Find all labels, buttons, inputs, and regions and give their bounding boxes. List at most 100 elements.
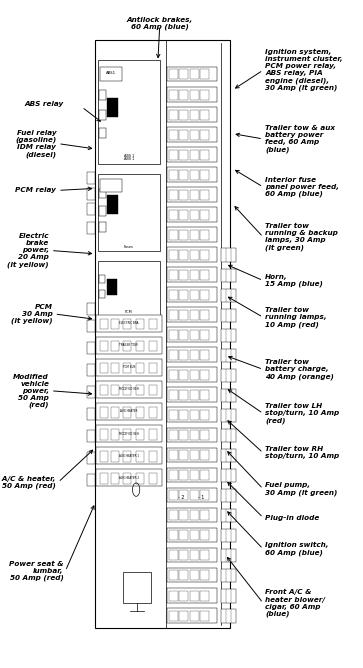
Bar (190, 390, 199, 400)
Bar (169, 69, 178, 79)
Text: ABS 1: ABS 1 (124, 154, 134, 158)
Bar (111, 363, 119, 373)
Bar (87, 364, 95, 376)
Text: Horn,
15 Amp (blue): Horn, 15 Amp (blue) (265, 274, 323, 287)
Bar (221, 289, 236, 302)
Bar (179, 290, 188, 300)
Bar (221, 449, 236, 462)
Bar (190, 591, 199, 601)
Bar (123, 572, 151, 603)
Bar (200, 130, 209, 140)
Bar (200, 390, 209, 400)
Bar (179, 90, 188, 100)
Bar (87, 386, 95, 398)
Bar (136, 451, 144, 462)
Bar (190, 430, 199, 440)
Bar (99, 275, 105, 283)
Bar (87, 430, 95, 442)
Bar (167, 528, 217, 542)
Text: Power seat &
lumbar,
50 Amp (red): Power seat & lumbar, 50 Amp (red) (9, 561, 64, 581)
Bar (167, 608, 217, 623)
Bar (167, 307, 217, 322)
Bar (190, 450, 199, 460)
Bar (190, 350, 199, 360)
Bar (200, 270, 209, 280)
Bar (200, 290, 209, 300)
Bar (100, 179, 122, 192)
Bar (169, 530, 178, 540)
Bar (167, 227, 217, 242)
Text: Ignition switch,
60 Amp (blue): Ignition switch, 60 Amp (blue) (265, 542, 329, 556)
Bar (179, 330, 188, 340)
Bar (98, 60, 160, 164)
Bar (190, 270, 199, 280)
Bar (100, 341, 108, 351)
Bar (169, 510, 178, 520)
Bar (169, 190, 178, 200)
Bar (123, 319, 131, 329)
Bar (221, 389, 236, 402)
Bar (169, 230, 178, 240)
Bar (190, 90, 199, 100)
Bar (111, 319, 119, 329)
Bar (200, 250, 209, 260)
Bar (179, 570, 188, 580)
Bar (179, 510, 188, 520)
Bar (221, 248, 236, 262)
Bar (167, 407, 217, 422)
Bar (200, 570, 209, 580)
Bar (190, 470, 199, 480)
Bar (200, 310, 209, 320)
Text: AUX HEATER 1: AUX HEATER 1 (119, 454, 139, 458)
Bar (87, 408, 95, 420)
Bar (169, 450, 178, 460)
Bar (200, 550, 209, 560)
Bar (169, 350, 178, 360)
Bar (200, 330, 209, 340)
Bar (167, 367, 217, 382)
Bar (179, 310, 188, 320)
Text: PCM BUS: PCM BUS (123, 365, 135, 369)
Text: ELECTRIC BRA: ELECTRIC BRA (119, 321, 139, 325)
Bar (149, 451, 157, 462)
Bar (99, 222, 106, 232)
Bar (136, 407, 144, 418)
Bar (221, 349, 236, 362)
Text: MODIFIED VEH: MODIFIED VEH (119, 432, 139, 436)
Bar (136, 429, 144, 440)
Text: Trailer tow
running & backup
lamps, 30 Amp
(lt green): Trailer tow running & backup lamps, 30 A… (265, 223, 338, 251)
Bar (167, 508, 217, 522)
Text: Fuses: Fuses (124, 245, 134, 248)
Bar (169, 430, 178, 440)
Bar (169, 611, 178, 621)
Bar (179, 150, 188, 160)
Text: - 1: - 1 (198, 495, 205, 500)
Bar (136, 473, 144, 484)
Bar (200, 150, 209, 160)
Bar (136, 319, 144, 329)
Bar (111, 385, 119, 395)
Bar (221, 509, 236, 522)
Bar (167, 127, 217, 142)
Bar (179, 350, 188, 360)
Bar (179, 410, 188, 420)
Bar (167, 147, 217, 162)
Bar (179, 550, 188, 560)
Bar (179, 210, 188, 220)
Bar (190, 110, 199, 120)
Bar (200, 170, 209, 180)
Text: AUX HEATER: AUX HEATER (120, 409, 138, 413)
Bar (96, 337, 162, 354)
Bar (99, 206, 106, 216)
Bar (149, 385, 157, 395)
Text: Fuel relay
(gasoline)
IDM relay
(diesel): Fuel relay (gasoline) IDM relay (diesel) (15, 130, 56, 158)
Text: Electric
brake
power,
20 Amp
(lt yellow): Electric brake power, 20 Amp (lt yellow) (7, 233, 49, 268)
Bar (100, 67, 122, 81)
Bar (221, 429, 236, 442)
Bar (190, 190, 199, 200)
Bar (169, 290, 178, 300)
Text: Trailer tow
battery charge,
40 Amp (orange): Trailer tow battery charge, 40 Amp (oran… (265, 359, 334, 379)
Bar (200, 430, 209, 440)
Bar (190, 530, 199, 540)
Bar (179, 110, 188, 120)
